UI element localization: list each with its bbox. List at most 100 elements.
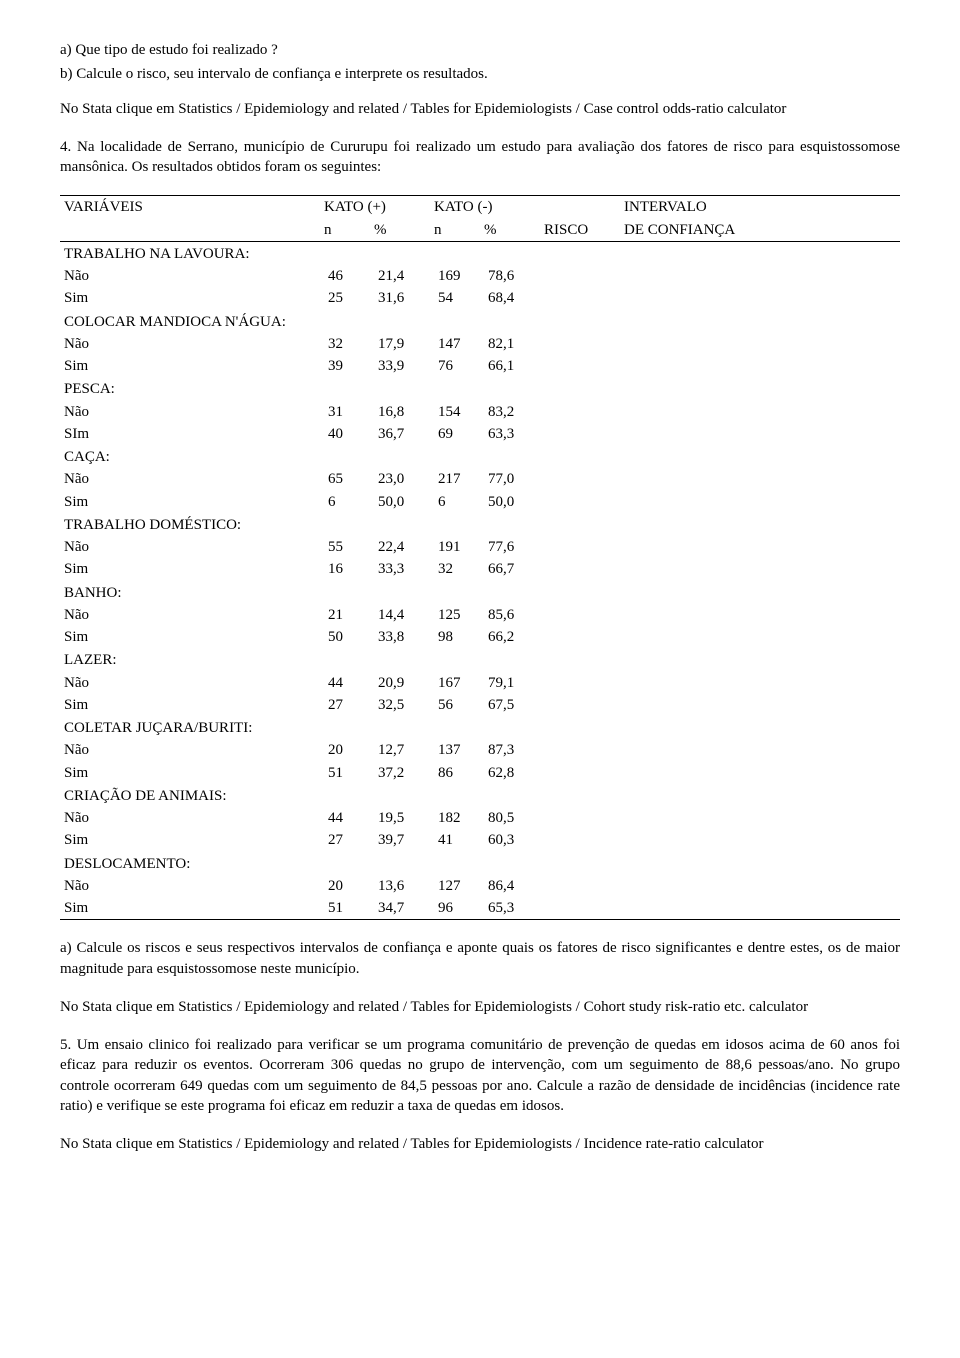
cell: 96 bbox=[430, 897, 480, 920]
cell: Não bbox=[60, 401, 320, 423]
cell: 27 bbox=[320, 829, 370, 851]
cell: 39 bbox=[320, 355, 370, 377]
cell bbox=[540, 626, 620, 648]
question-5: 5. Um ensaio clinico foi realizado para … bbox=[60, 1035, 900, 1116]
cell bbox=[540, 265, 620, 287]
table-row: Não4419,518280,5 bbox=[60, 807, 900, 829]
cell bbox=[540, 762, 620, 784]
cell: 32 bbox=[320, 333, 370, 355]
cell bbox=[620, 265, 900, 287]
cell: 85,6 bbox=[480, 604, 540, 626]
cell: 62,8 bbox=[480, 762, 540, 784]
cell bbox=[620, 468, 900, 490]
table-row: Não3217,914782,1 bbox=[60, 333, 900, 355]
cell bbox=[620, 897, 900, 920]
cell: 22,4 bbox=[370, 536, 430, 558]
cell: Não bbox=[60, 536, 320, 558]
cell: 31,6 bbox=[370, 287, 430, 309]
cell: 66,1 bbox=[480, 355, 540, 377]
cell: 6 bbox=[320, 491, 370, 513]
cell: 20,9 bbox=[370, 672, 430, 694]
cell bbox=[540, 739, 620, 761]
cell: 154 bbox=[430, 401, 480, 423]
table-row: Não2012,713787,3 bbox=[60, 739, 900, 761]
table-row: Sim650,0650,0 bbox=[60, 491, 900, 513]
cell: 137 bbox=[430, 739, 480, 761]
cell: 65 bbox=[320, 468, 370, 490]
cell: 21 bbox=[320, 604, 370, 626]
cell: 36,7 bbox=[370, 423, 430, 445]
cell: 82,1 bbox=[480, 333, 540, 355]
results-table: VARIÁVEIS KATO (+) KATO (-) INTERVALO n … bbox=[60, 195, 900, 920]
cell: 67,5 bbox=[480, 694, 540, 716]
cell bbox=[620, 762, 900, 784]
cell: 65,3 bbox=[480, 897, 540, 920]
cell: 17,9 bbox=[370, 333, 430, 355]
th-risco: RISCO bbox=[540, 219, 620, 242]
cell: Não bbox=[60, 672, 320, 694]
table-row: Não4420,916779,1 bbox=[60, 672, 900, 694]
cell bbox=[620, 491, 900, 513]
cell bbox=[540, 491, 620, 513]
group-label: LAZER: bbox=[60, 648, 900, 671]
cell: 50 bbox=[320, 626, 370, 648]
cell: 46 bbox=[320, 265, 370, 287]
th-blank bbox=[540, 196, 620, 219]
table-row: Sim5033,89866,2 bbox=[60, 626, 900, 648]
cell: 51 bbox=[320, 762, 370, 784]
cell: Não bbox=[60, 807, 320, 829]
cell: 77,6 bbox=[480, 536, 540, 558]
th-var: VARIÁVEIS bbox=[60, 196, 320, 219]
cell: Sim bbox=[60, 897, 320, 920]
stata-instruction-1: No Stata clique em Statistics / Epidemio… bbox=[60, 99, 900, 119]
table-row: Sim5137,28662,8 bbox=[60, 762, 900, 784]
cell: 31 bbox=[320, 401, 370, 423]
question-4a: a) Calcule os riscos e seus respectivos … bbox=[60, 938, 900, 979]
cell: 25 bbox=[320, 287, 370, 309]
cell: Sim bbox=[60, 829, 320, 851]
cell: Não bbox=[60, 604, 320, 626]
group-label: CAÇA: bbox=[60, 445, 900, 468]
cell bbox=[620, 626, 900, 648]
cell: 32,5 bbox=[370, 694, 430, 716]
cell: 23,0 bbox=[370, 468, 430, 490]
cell: 86,4 bbox=[480, 875, 540, 897]
cell bbox=[540, 423, 620, 445]
cell: 169 bbox=[430, 265, 480, 287]
cell: 12,7 bbox=[370, 739, 430, 761]
group-label: COLOCAR MANDIOCA N'ÁGUA: bbox=[60, 310, 900, 333]
th-deconf: DE CONFIANÇA bbox=[620, 219, 900, 242]
cell: 34,7 bbox=[370, 897, 430, 920]
cell: 98 bbox=[430, 626, 480, 648]
cell: Não bbox=[60, 333, 320, 355]
th-kato-pos: KATO (+) bbox=[320, 196, 430, 219]
cell: 33,9 bbox=[370, 355, 430, 377]
table-row: Sim2732,55667,5 bbox=[60, 694, 900, 716]
cell: 19,5 bbox=[370, 807, 430, 829]
table-row: Não2114,412585,6 bbox=[60, 604, 900, 626]
cell bbox=[540, 355, 620, 377]
cell: 50,0 bbox=[480, 491, 540, 513]
cell bbox=[620, 287, 900, 309]
cell: 78,6 bbox=[480, 265, 540, 287]
cell: 6 bbox=[430, 491, 480, 513]
cell: Não bbox=[60, 265, 320, 287]
cell: SIm bbox=[60, 423, 320, 445]
table-row: Não4621,416978,6 bbox=[60, 265, 900, 287]
cell: 66,7 bbox=[480, 558, 540, 580]
cell: 66,2 bbox=[480, 626, 540, 648]
group-label: TRABALHO DOMÉSTICO: bbox=[60, 513, 900, 536]
cell: Sim bbox=[60, 355, 320, 377]
cell: 182 bbox=[430, 807, 480, 829]
cell: 55 bbox=[320, 536, 370, 558]
table-row: Sim2531,65468,4 bbox=[60, 287, 900, 309]
cell bbox=[540, 694, 620, 716]
cell: 56 bbox=[430, 694, 480, 716]
cell bbox=[620, 807, 900, 829]
cell: 16,8 bbox=[370, 401, 430, 423]
table-row: Sim5134,79665,3 bbox=[60, 897, 900, 920]
cell: 80,5 bbox=[480, 807, 540, 829]
cell: 16 bbox=[320, 558, 370, 580]
cell: 147 bbox=[430, 333, 480, 355]
th-n2: n bbox=[430, 219, 480, 242]
